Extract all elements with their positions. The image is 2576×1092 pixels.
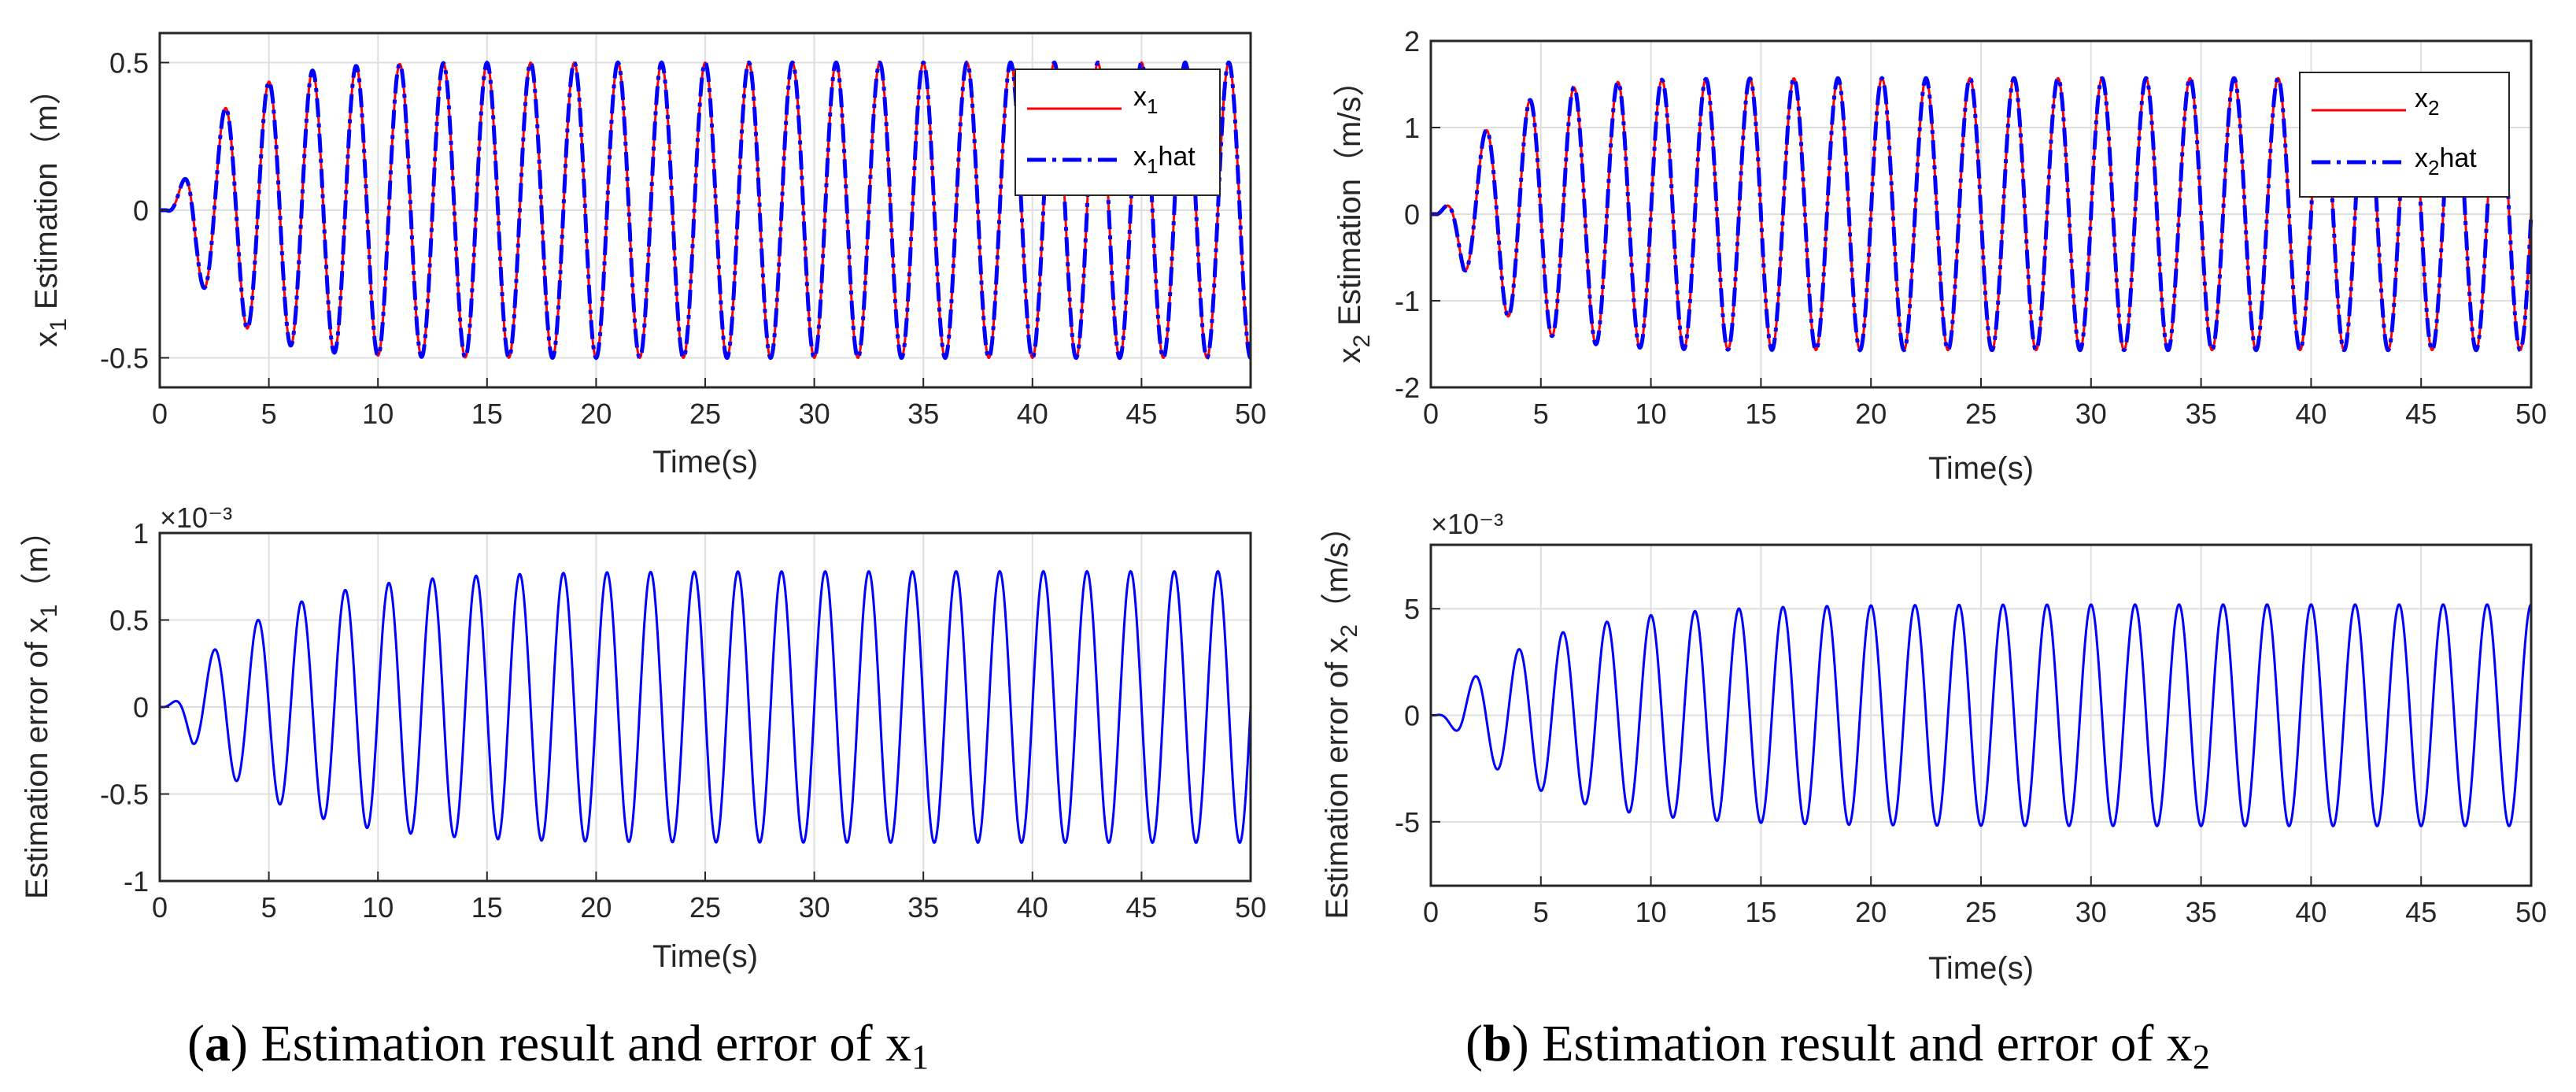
y-tick-label-b1-1: -1 [1395,285,1420,317]
x-tick-label-b1-1: 5 [1533,398,1549,430]
series-lines-a1 [160,60,1252,361]
y-tick-label-b1-2: 0 [1404,198,1420,231]
legend-b1-label-1: x2 [2415,83,2439,120]
series-b2-0 [1431,603,2532,827]
legend-b1: x2 x2hat [2299,72,2510,198]
y-tick-label-b2-0: -5 [1395,806,1420,838]
panel-a-bottom: 0 5 10 15 20 25 30 35 40 45 50 -1 -0.5 0 0.5 1 ×10⁻³ T… [20,502,1266,974]
x-tick-label-b1-7: 35 [2186,398,2217,430]
panel-b-bottom: 0 5 10 15 20 25 30 35 40 45 50 -505 ×10⁻³ Time(s) … [1320,508,2547,986]
y-ticks-a2: -1 -0.5 0 0.5 1 [100,517,169,898]
series-lines-b2 [1431,603,2532,827]
x-tick-label-b1-6: 30 [2075,398,2107,430]
x-tick-label-a1-5: 25 [689,398,721,430]
series-a2-0 [160,569,1252,845]
x-axis-title-a2: Time(s) [652,939,758,974]
x-tick-label-b1-3: 15 [1745,398,1776,430]
x-tick-label-b2-7: 35 [2186,896,2217,928]
legend-a1-label-1: x1 [1133,82,1158,118]
y-tick-label-b1-3: 1 [1404,112,1420,144]
y-tick-label-a2-3: 0.5 [109,605,149,637]
x-tick-label-b1-10: 50 [2515,398,2547,430]
x-tick-label-a1-6: 30 [799,398,830,430]
x-tick-label-a1-9: 45 [1125,398,1157,430]
y-exponent-b2: ×10⁻³ [1431,508,1503,540]
y-tick-label-b2-2: 5 [1404,593,1420,625]
x-tick-label-a2-9: 45 [1125,891,1157,924]
x-tick-label-a2-7: 35 [907,891,939,924]
x-tick-label-a1-4: 20 [580,398,612,430]
x-tick-label-a2-4: 20 [580,891,612,924]
x-tick-label-b1-0: 0 [1423,398,1439,430]
caption-b: (b) Estimation result and error of x2 [1465,1015,2210,1076]
x-tick-label-b2-2: 10 [1635,896,1667,928]
x-ticks-a2: 0 5 10 15 20 25 30 35 40 45 50 [152,872,1266,924]
x-tick-label-b2-10: 50 [2515,896,2547,928]
x-tick-label-b2-1: 5 [1533,896,1549,928]
x-tick-label-a2-0: 0 [152,891,168,924]
x-tick-label-b1-8: 40 [2295,398,2327,430]
x-tick-label-b2-0: 0 [1423,896,1439,928]
y-tick-label-a2-0: -1 [124,865,149,898]
y-ticks-b1: -2 -1 0 1 2 [1395,25,1440,404]
y-tick-label-a2-1: -0.5 [100,779,149,811]
x-tick-label-b1-5: 25 [1965,398,1997,430]
y-axis-title-a2: Estimation error of x1（m） [20,515,62,899]
y-tick-label-a1-1: 0 [133,194,149,227]
legend-b1-label-2: x2hat [2415,143,2477,180]
x-tick-label-b2-6: 30 [2075,896,2107,928]
x-tick-label-b2-4: 20 [1855,896,1887,928]
y-tick-label-b1-0: -2 [1395,372,1420,404]
x-tick-label-a2-10: 50 [1235,891,1266,924]
x-tick-label-b2-3: 15 [1745,896,1776,928]
x-axis-title-b2: Time(s) [1928,951,2034,986]
x-tick-label-a2-1: 5 [261,891,277,924]
x-axis-title-b1: Time(s) [1928,451,2034,486]
series-b1-1 [1431,76,2533,353]
series-lines-b1 [1431,76,2533,353]
x-ticks-a1: 0 5 10 15 20 25 30 35 40 45 50 [152,378,1266,430]
caption-a: (a) Estimation result and error of x1 [187,1015,929,1076]
x-tick-label-a2-2: 10 [362,891,394,924]
x-tick-label-a2-3: 15 [471,891,503,924]
y-axis-title-b2: Estimation error of x2（m/s） [1320,510,1362,919]
panel-b-top: 0 5 10 15 20 25 30 35 40 45 50 -2 -1 0 1 2 Time(s) x2 … [1332,25,2547,486]
y-exponent-a2: ×10⁻³ [160,502,232,534]
legend-a1-label-2: x1hat [1133,142,1196,178]
x-tick-label-a2-5: 25 [689,891,721,924]
y-tick-label-a1-2: 0.5 [109,47,149,80]
x-tick-label-a1-8: 40 [1017,398,1048,430]
x-tick-label-a1-10: 50 [1235,398,1266,430]
x-tick-label-b1-4: 20 [1855,398,1887,430]
x-tick-label-a1-1: 5 [261,398,277,430]
x-tick-label-a1-3: 15 [471,398,503,430]
x-tick-label-a2-6: 30 [799,891,830,924]
y-tick-label-b1-4: 2 [1404,25,1420,57]
x-ticks-b2: 0 5 10 15 20 25 30 35 40 45 50 [1423,876,2547,928]
y-axis-title-b1: x2 Estimation（m/s） [1332,65,1375,364]
x-tick-label-b1-2: 10 [1635,398,1667,430]
y-axis-title-a1: x1 Estimation（m） [29,73,72,347]
x-tick-label-b1-9: 45 [2405,398,2437,430]
y-tick-label-b2-1: 0 [1404,700,1420,732]
series-a1-1 [160,60,1252,361]
x-tick-label-b2-9: 45 [2405,896,2437,928]
x-axis-title-a1: Time(s) [652,445,758,479]
x-tick-label-a2-8: 40 [1017,891,1048,924]
x-tick-label-b2-5: 25 [1965,896,1997,928]
panel-a-top: 0 5 10 15 20 25 30 35 40 45 50 -0.500.5 Time(s) x1… [29,31,1266,479]
y-tick-label-a2-4: 1 [133,517,149,550]
series-lines-a2 [160,569,1252,845]
legend-a1: x1 x1hat [1015,68,1221,196]
y-tick-label-a1-0: -0.5 [100,342,149,375]
x-tick-label-a1-0: 0 [152,398,168,430]
x-tick-label-a1-7: 35 [907,398,939,430]
x-tick-label-b2-8: 40 [2295,896,2327,928]
x-tick-label-a1-2: 10 [362,398,394,430]
y-tick-label-a2-2: 0 [133,691,149,724]
x-ticks-b1: 0 5 10 15 20 25 30 35 40 45 50 [1423,378,2547,430]
y-ticks-b2: -5 0 5 [1395,593,1440,838]
y-ticks-a1: -0.5 0 0.5 [100,47,169,375]
